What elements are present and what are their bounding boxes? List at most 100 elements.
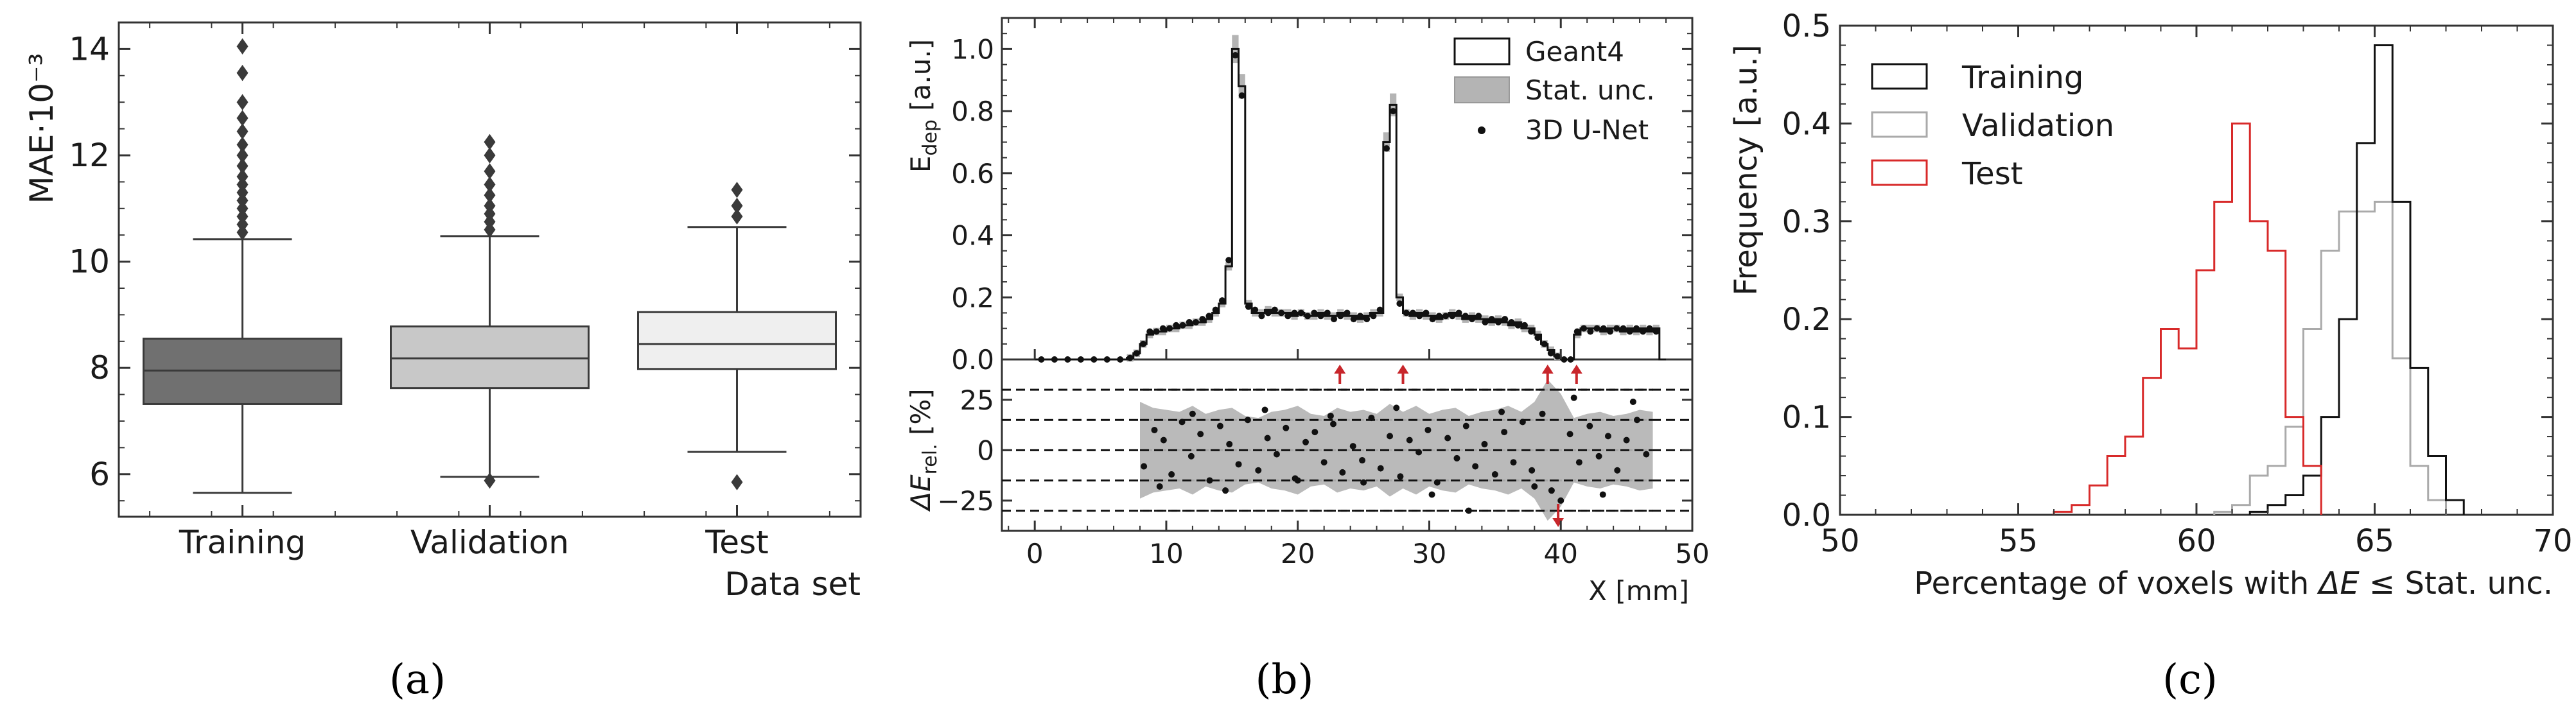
residual-point [1330, 420, 1336, 428]
residual-point [1614, 467, 1621, 474]
residual-point [1433, 479, 1441, 486]
outlier-point [236, 38, 249, 55]
residual-point [1548, 487, 1555, 494]
xlabel-delta: ΔE [2317, 566, 2360, 601]
residual-point [1575, 459, 1582, 466]
unet-point [1317, 313, 1324, 320]
residual-point [1424, 426, 1432, 433]
unet-point [1581, 325, 1588, 332]
unet-point [1626, 328, 1633, 335]
caption-b: (b) [1256, 656, 1314, 704]
unet-point [1291, 309, 1298, 316]
outlier-point [731, 474, 743, 490]
residual-point [1465, 507, 1472, 514]
unet-point [1429, 316, 1436, 323]
residual-point [1604, 433, 1611, 440]
unet-point [1528, 328, 1535, 335]
x-tick-label: 0 [1026, 538, 1044, 569]
unet-point [1502, 316, 1509, 323]
panel-b-top-y-axis-label: Edep [a.u.] [905, 39, 942, 173]
outlier-point [731, 198, 743, 214]
unet-point [1508, 318, 1515, 325]
unet-point [1593, 325, 1600, 332]
unet-point [1337, 313, 1344, 320]
unet-point [1363, 316, 1371, 323]
unet-point [1331, 316, 1338, 323]
unet-point [1469, 316, 1476, 323]
residual-point [1566, 431, 1573, 438]
unet-point [1383, 145, 1390, 152]
panel-a-x-axis-label: Data set [724, 566, 861, 603]
x-tick-label: Validation [410, 524, 569, 561]
legend-test-swatch [1871, 159, 1928, 186]
out-of-range-arrow-up-head [1541, 365, 1554, 374]
unet-point [1640, 328, 1647, 335]
unet-point [1126, 354, 1134, 361]
residual-point [1359, 457, 1366, 464]
residual-point [1453, 454, 1460, 462]
histogram-validation [2213, 200, 2447, 515]
residual-point [1273, 451, 1280, 458]
legend-test-label: Test [1961, 156, 2023, 192]
y-tick-label: 14 [69, 30, 110, 67]
residual-point [1302, 438, 1309, 445]
unet-point [1370, 313, 1377, 320]
ylabel-sub: rel. [919, 444, 942, 474]
unet-point [1179, 322, 1186, 329]
out-of-range-arrow-up-head [1570, 365, 1582, 374]
panel-c-x-axis-label: Percentage of voxels with ΔE ≤ Stat. unc… [1914, 566, 2553, 601]
unet-point [1455, 309, 1462, 316]
unet-point [1620, 325, 1627, 332]
box-validation [390, 134, 590, 489]
y-tick-label: 0.2 [951, 282, 994, 313]
unet-point [1376, 306, 1383, 313]
panel-b-x-axis-label: X [mm] [1588, 575, 1689, 607]
residual-point [1415, 449, 1423, 456]
residual-point [1327, 412, 1334, 419]
unet-point [1173, 322, 1180, 329]
unet-point [1252, 306, 1259, 313]
unet-point [1423, 309, 1430, 316]
unet-point [1449, 313, 1456, 320]
x-tick-label: 40 [1544, 538, 1578, 569]
residual-point [1168, 471, 1175, 478]
residual-point [1501, 429, 1508, 436]
iqr-box [390, 325, 590, 390]
unet-point [1159, 325, 1166, 332]
y-tick-label: 0.4 [951, 220, 994, 252]
unet-point [1212, 306, 1219, 313]
outlier-point [236, 168, 249, 185]
residual-point [1283, 424, 1290, 431]
unet-point [1633, 325, 1640, 332]
unet-point [1475, 313, 1482, 320]
panel-c-legend: Training Validation Test [1871, 60, 2114, 192]
unet-point [1396, 300, 1403, 307]
unet-point [1587, 328, 1594, 335]
residual-point [1529, 467, 1536, 474]
iqr-box [637, 311, 837, 370]
outlier-point [236, 123, 249, 140]
x-tick-label: 60 [2177, 523, 2216, 559]
unet-point [1514, 322, 1521, 329]
ylabel-sub: dep [919, 119, 942, 156]
unet-point [1077, 356, 1084, 363]
residual-point [1226, 440, 1233, 447]
x-tick-label: 20 [1281, 538, 1315, 569]
residual-point [1187, 453, 1195, 460]
unet-point [1117, 356, 1124, 363]
residual-point [1397, 473, 1404, 480]
residual-point [1255, 467, 1262, 474]
legend-unet-marker [1478, 126, 1485, 134]
x-tick-label: 50 [1675, 538, 1709, 569]
unet-point [1350, 316, 1357, 323]
panel-a-y-ticks: 6 8 10 12 14 [69, 22, 861, 502]
unet-point [1482, 318, 1489, 325]
unet-point [1153, 328, 1160, 335]
unet-point [1238, 92, 1245, 99]
residual-point [1141, 463, 1148, 470]
y-tick-label: 8 [89, 349, 110, 386]
outlier-point [484, 163, 496, 180]
unet-point [1607, 328, 1614, 335]
residual-point [1151, 426, 1158, 433]
residual-point [1539, 410, 1546, 417]
